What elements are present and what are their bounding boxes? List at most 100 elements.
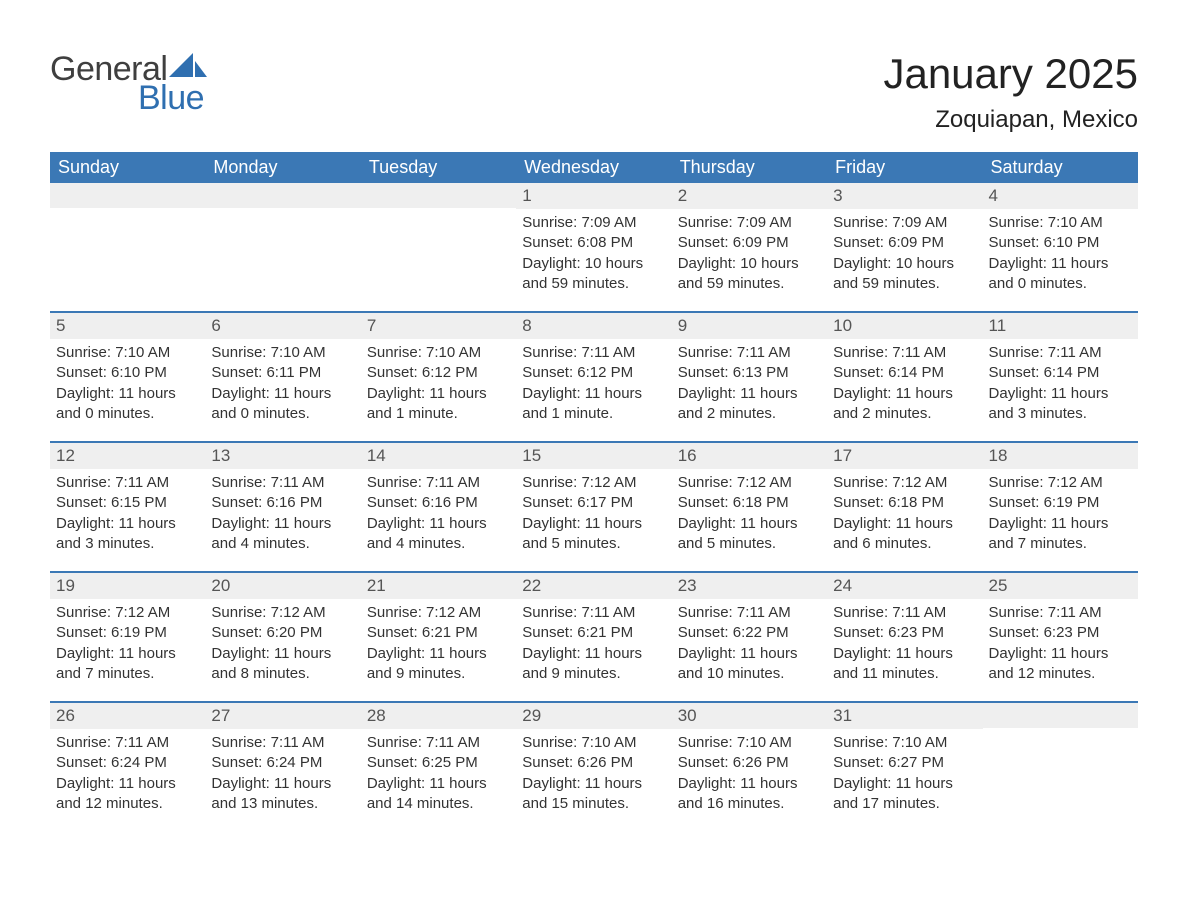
day-body: Sunrise: 7:11 AMSunset: 6:13 PMDaylight:…	[672, 339, 827, 434]
sunrise-line: Sunrise: 7:11 AM	[522, 343, 665, 363]
daylight-line: Daylight: 11 hours and 1 minute.	[522, 384, 665, 425]
daylight-line: Daylight: 11 hours and 5 minutes.	[522, 514, 665, 555]
sunrise-line: Sunrise: 7:10 AM	[833, 733, 976, 753]
day-body: Sunrise: 7:10 AMSunset: 6:26 PMDaylight:…	[516, 729, 671, 824]
page-header: General Blue January 2025 Zoquiapan, Mex…	[50, 50, 1138, 134]
day-number: 30	[672, 703, 827, 729]
sunrise-line: Sunrise: 7:11 AM	[367, 733, 510, 753]
day-header: Monday	[205, 152, 360, 183]
day-number: 9	[672, 313, 827, 339]
day-body: Sunrise: 7:10 AMSunset: 6:27 PMDaylight:…	[827, 729, 982, 824]
sunset-line: Sunset: 6:20 PM	[211, 623, 354, 643]
day-body: Sunrise: 7:12 AMSunset: 6:21 PMDaylight:…	[361, 599, 516, 694]
day-cell: 30Sunrise: 7:10 AMSunset: 6:26 PMDayligh…	[672, 703, 827, 831]
day-number: 4	[983, 183, 1138, 209]
day-number	[205, 183, 360, 208]
day-body: Sunrise: 7:10 AMSunset: 6:26 PMDaylight:…	[672, 729, 827, 824]
daylight-line: Daylight: 11 hours and 13 minutes.	[211, 774, 354, 815]
day-body: Sunrise: 7:12 AMSunset: 6:18 PMDaylight:…	[672, 469, 827, 564]
sunset-line: Sunset: 6:27 PM	[833, 753, 976, 773]
day-body: Sunrise: 7:12 AMSunset: 6:17 PMDaylight:…	[516, 469, 671, 564]
sunset-line: Sunset: 6:23 PM	[833, 623, 976, 643]
day-cell: 16Sunrise: 7:12 AMSunset: 6:18 PMDayligh…	[672, 443, 827, 571]
daylight-line: Daylight: 11 hours and 7 minutes.	[56, 644, 199, 685]
day-body: Sunrise: 7:11 AMSunset: 6:14 PMDaylight:…	[827, 339, 982, 434]
day-number: 28	[361, 703, 516, 729]
logo-text-blue: Blue	[138, 79, 207, 118]
day-number: 22	[516, 573, 671, 599]
daylight-line: Daylight: 11 hours and 17 minutes.	[833, 774, 976, 815]
sunrise-line: Sunrise: 7:12 AM	[56, 603, 199, 623]
daylight-line: Daylight: 11 hours and 0 minutes.	[56, 384, 199, 425]
day-number: 27	[205, 703, 360, 729]
sunset-line: Sunset: 6:14 PM	[989, 363, 1132, 383]
sunrise-line: Sunrise: 7:10 AM	[211, 343, 354, 363]
sunset-line: Sunset: 6:24 PM	[56, 753, 199, 773]
day-number: 23	[672, 573, 827, 599]
weeks-container: 1Sunrise: 7:09 AMSunset: 6:08 PMDaylight…	[50, 183, 1138, 831]
day-cell: 26Sunrise: 7:11 AMSunset: 6:24 PMDayligh…	[50, 703, 205, 831]
day-number: 19	[50, 573, 205, 599]
day-cell: 1Sunrise: 7:09 AMSunset: 6:08 PMDaylight…	[516, 183, 671, 311]
sunset-line: Sunset: 6:10 PM	[56, 363, 199, 383]
sunrise-line: Sunrise: 7:09 AM	[678, 213, 821, 233]
day-number: 1	[516, 183, 671, 209]
day-body: Sunrise: 7:11 AMSunset: 6:22 PMDaylight:…	[672, 599, 827, 694]
sunset-line: Sunset: 6:10 PM	[989, 233, 1132, 253]
day-cell: 19Sunrise: 7:12 AMSunset: 6:19 PMDayligh…	[50, 573, 205, 701]
sunset-line: Sunset: 6:12 PM	[367, 363, 510, 383]
sunset-line: Sunset: 6:16 PM	[211, 493, 354, 513]
day-cell: 4Sunrise: 7:10 AMSunset: 6:10 PMDaylight…	[983, 183, 1138, 311]
title-block: January 2025 Zoquiapan, Mexico	[883, 50, 1138, 134]
day-cell: 20Sunrise: 7:12 AMSunset: 6:20 PMDayligh…	[205, 573, 360, 701]
logo-block: General Blue	[50, 50, 207, 118]
sunrise-line: Sunrise: 7:12 AM	[989, 473, 1132, 493]
sunset-line: Sunset: 6:26 PM	[678, 753, 821, 773]
day-cell: 27Sunrise: 7:11 AMSunset: 6:24 PMDayligh…	[205, 703, 360, 831]
day-body: Sunrise: 7:12 AMSunset: 6:18 PMDaylight:…	[827, 469, 982, 564]
day-number: 20	[205, 573, 360, 599]
day-body: Sunrise: 7:10 AMSunset: 6:12 PMDaylight:…	[361, 339, 516, 434]
sunset-line: Sunset: 6:18 PM	[678, 493, 821, 513]
day-body: Sunrise: 7:11 AMSunset: 6:24 PMDaylight:…	[50, 729, 205, 824]
sunrise-line: Sunrise: 7:11 AM	[989, 343, 1132, 363]
day-number	[50, 183, 205, 208]
day-number	[361, 183, 516, 208]
daylight-line: Daylight: 11 hours and 4 minutes.	[367, 514, 510, 555]
day-cell: 17Sunrise: 7:12 AMSunset: 6:18 PMDayligh…	[827, 443, 982, 571]
day-body: Sunrise: 7:11 AMSunset: 6:23 PMDaylight:…	[827, 599, 982, 694]
day-cell: 21Sunrise: 7:12 AMSunset: 6:21 PMDayligh…	[361, 573, 516, 701]
day-cell: 31Sunrise: 7:10 AMSunset: 6:27 PMDayligh…	[827, 703, 982, 831]
sunrise-line: Sunrise: 7:11 AM	[367, 473, 510, 493]
daylight-line: Daylight: 11 hours and 0 minutes.	[211, 384, 354, 425]
daylight-line: Daylight: 11 hours and 11 minutes.	[833, 644, 976, 685]
daylight-line: Daylight: 11 hours and 0 minutes.	[989, 254, 1132, 295]
sunrise-line: Sunrise: 7:11 AM	[989, 603, 1132, 623]
day-body: Sunrise: 7:09 AMSunset: 6:08 PMDaylight:…	[516, 209, 671, 304]
week-row: 19Sunrise: 7:12 AMSunset: 6:19 PMDayligh…	[50, 571, 1138, 701]
day-number: 7	[361, 313, 516, 339]
location: Zoquiapan, Mexico	[883, 106, 1138, 134]
day-cell: 9Sunrise: 7:11 AMSunset: 6:13 PMDaylight…	[672, 313, 827, 441]
sunset-line: Sunset: 6:17 PM	[522, 493, 665, 513]
daylight-line: Daylight: 11 hours and 2 minutes.	[833, 384, 976, 425]
day-cell: 18Sunrise: 7:12 AMSunset: 6:19 PMDayligh…	[983, 443, 1138, 571]
sunset-line: Sunset: 6:09 PM	[678, 233, 821, 253]
daylight-line: Daylight: 11 hours and 14 minutes.	[367, 774, 510, 815]
day-cell: 11Sunrise: 7:11 AMSunset: 6:14 PMDayligh…	[983, 313, 1138, 441]
day-body: Sunrise: 7:11 AMSunset: 6:23 PMDaylight:…	[983, 599, 1138, 694]
day-number: 15	[516, 443, 671, 469]
sunset-line: Sunset: 6:25 PM	[367, 753, 510, 773]
day-cell: 8Sunrise: 7:11 AMSunset: 6:12 PMDaylight…	[516, 313, 671, 441]
daylight-line: Daylight: 10 hours and 59 minutes.	[833, 254, 976, 295]
day-cell: 28 Sunrise: 7:11 AMSunset: 6:25 PMDayligh…	[361, 703, 516, 831]
sunrise-line: Sunrise: 7:11 AM	[522, 603, 665, 623]
day-header: Friday	[827, 152, 982, 183]
day-number: 12	[50, 443, 205, 469]
day-body: Sunrise: 7:11 AMSunset: 6:16 PMDaylight:…	[205, 469, 360, 564]
day-cell	[205, 183, 360, 311]
daylight-line: Daylight: 11 hours and 8 minutes.	[211, 644, 354, 685]
day-body: Sunrise: 7:11 AMSunset: 6:24 PMDaylight:…	[205, 729, 360, 824]
sunrise-line: Sunrise: 7:11 AM	[678, 343, 821, 363]
sunset-line: Sunset: 6:15 PM	[56, 493, 199, 513]
